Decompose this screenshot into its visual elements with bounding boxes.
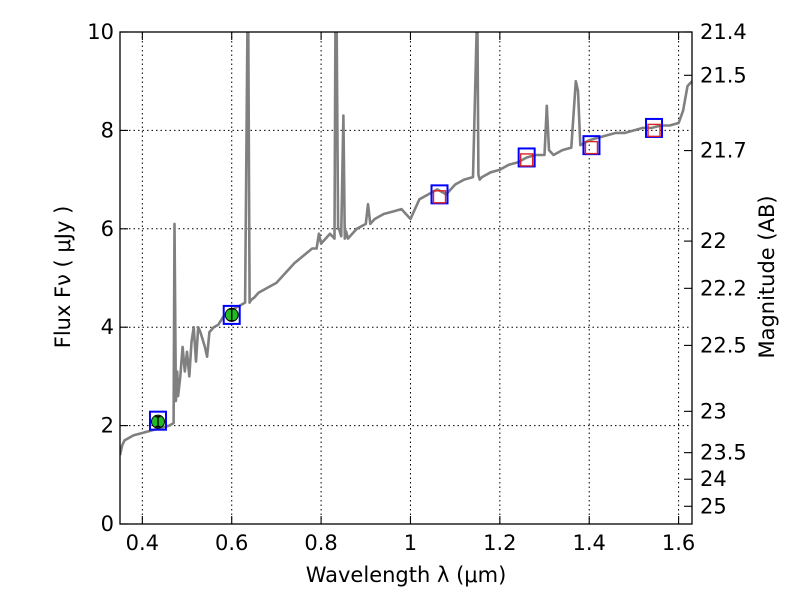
- plot-frame: [119, 31, 693, 525]
- y-tick-label: 10: [87, 20, 114, 44]
- magnitude-tick-label: 23: [700, 399, 727, 423]
- model-point: [148, 410, 167, 431]
- x-tick-label: 1.6: [662, 531, 695, 555]
- upper-limit-point: [432, 190, 447, 204]
- upper-limit-point: [519, 153, 534, 167]
- magnitude-tick-label: 21.7: [700, 139, 747, 163]
- spectrum-line: [120, 32, 692, 456]
- magnitude-tick-label: 21.4: [700, 20, 747, 44]
- x-tick-label: 1.4: [573, 531, 606, 555]
- spectrum-layer: [120, 32, 692, 456]
- magnitude-tick-label: 22.5: [700, 333, 747, 357]
- magnitude-tick-label: 21.5: [700, 63, 747, 87]
- x-tick-label: 1.2: [483, 531, 516, 555]
- upper-limit-point: [647, 123, 661, 138]
- photometry-layer: [148, 117, 664, 431]
- magnitude-tick-label: 25: [700, 494, 727, 518]
- y-tick-label: 4: [101, 315, 114, 339]
- ticks: [120, 31, 692, 525]
- y2-axis-title: Magnitude (AB): [755, 195, 779, 358]
- grid: [120, 32, 692, 524]
- x-axis-title: Wavelength λ (μm): [306, 563, 507, 587]
- x-tick-label: 0.8: [304, 531, 337, 555]
- magnitude-tick-label: 23.5: [700, 441, 747, 465]
- x-tick-label: 0.6: [215, 531, 248, 555]
- x-tick-label: 0.4: [126, 531, 159, 555]
- y-tick-label: 0: [101, 512, 114, 536]
- magnitude-tick-label: 24: [700, 467, 727, 491]
- y-tick-label: 8: [101, 118, 114, 142]
- model-point: [222, 304, 241, 325]
- x-tick-label: 1: [404, 531, 417, 555]
- upper-limit-point: [584, 140, 599, 155]
- y-tick-label: 6: [101, 217, 114, 241]
- y-tick-label: 2: [101, 414, 114, 438]
- magnitude-tick-label: 22: [700, 229, 727, 253]
- magnitude-tick-label: 22.2: [700, 276, 747, 300]
- y-axis-title: Flux Fν ( μJy ): [51, 206, 75, 349]
